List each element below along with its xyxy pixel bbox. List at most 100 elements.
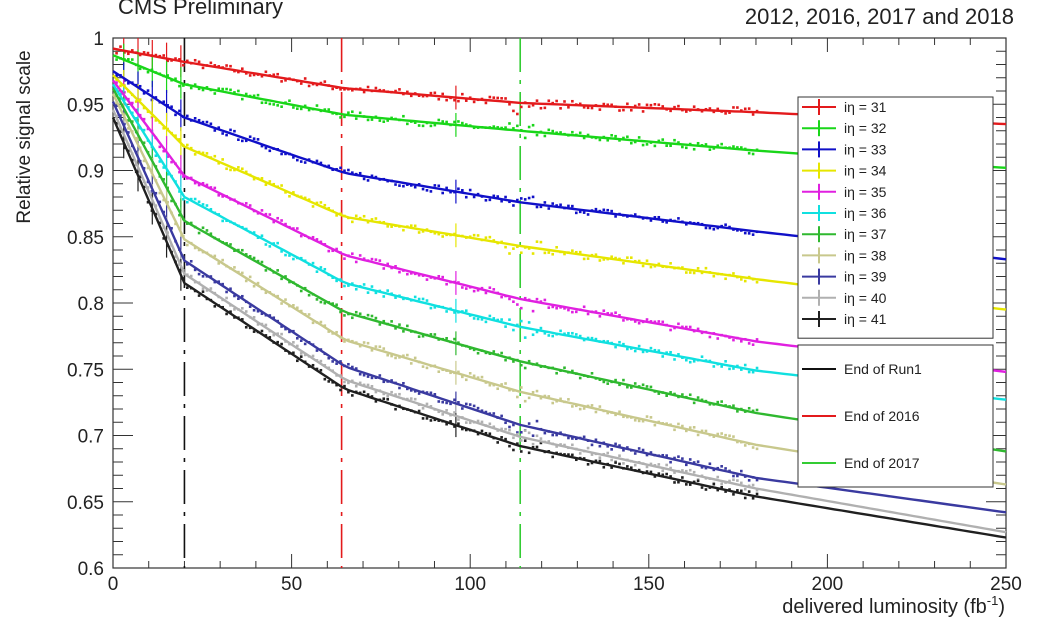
data-point [162, 149, 166, 153]
data-point [747, 342, 751, 345]
data-point [189, 259, 193, 263]
data-point [296, 227, 299, 230]
data-point [331, 360, 334, 363]
data-point [626, 465, 629, 468]
data-point [724, 490, 727, 493]
data-point [347, 168, 350, 172]
data-point [645, 415, 649, 418]
data-point [696, 327, 700, 331]
data-point [296, 344, 299, 348]
data-point [677, 322, 680, 326]
data-point [221, 132, 224, 135]
data-point [496, 318, 500, 322]
data-point [653, 216, 657, 219]
data-point [315, 238, 319, 241]
data-point [311, 261, 315, 265]
data-point [535, 205, 539, 209]
data-point [382, 392, 386, 396]
data-point [464, 309, 468, 312]
data-point [461, 375, 464, 379]
data-point [755, 492, 759, 496]
data-point [629, 108, 633, 112]
data-point [464, 421, 468, 424]
data-point [571, 405, 574, 408]
data-point [547, 306, 551, 309]
data-point [720, 365, 723, 368]
data-point [724, 223, 727, 227]
data-point [700, 271, 704, 275]
data-point [292, 257, 295, 261]
data-point [606, 340, 610, 343]
data-point [637, 321, 641, 325]
data-point [626, 446, 629, 449]
data-point [519, 439, 523, 442]
data-point [201, 290, 205, 293]
data-point [209, 122, 213, 126]
data-point [178, 170, 181, 174]
data-point [669, 460, 672, 464]
data-point [712, 435, 716, 438]
data-point [708, 226, 712, 230]
data-point [523, 136, 527, 140]
data-point [504, 195, 507, 199]
data-point [362, 390, 366, 394]
data-point [574, 458, 578, 462]
data-point [677, 353, 680, 356]
data-point [441, 275, 444, 279]
data-point [472, 195, 476, 199]
data-point [354, 367, 358, 370]
data-point [413, 356, 417, 360]
data-point [193, 116, 197, 120]
y-tick-label: 0.85 [67, 228, 104, 249]
data-point [331, 249, 334, 253]
data-point [284, 79, 287, 82]
data-point [354, 287, 358, 291]
data-point [284, 191, 287, 194]
data-point [720, 432, 723, 435]
data-point [347, 111, 350, 114]
data-point [315, 83, 319, 87]
legend-label: iη = 41 [844, 311, 887, 327]
data-point [284, 222, 287, 226]
data-point [673, 326, 676, 330]
data-point [354, 117, 358, 120]
data-point [519, 319, 523, 323]
data-point [598, 108, 602, 111]
y-tick-label: 0.75 [67, 360, 104, 381]
data-point [374, 316, 378, 320]
data-point [307, 108, 311, 112]
data-point [724, 467, 727, 470]
data-point [582, 105, 586, 109]
data-point [248, 135, 252, 139]
data-point [641, 448, 645, 452]
data-point [252, 308, 256, 312]
legend-line-label: End of 2017 [844, 455, 920, 471]
data-point [492, 125, 496, 128]
data-point [508, 122, 511, 125]
data-point [158, 200, 162, 204]
data-point [402, 354, 405, 358]
data-point [732, 367, 735, 370]
data-point [205, 86, 209, 89]
data-point [146, 70, 150, 74]
data-point [142, 159, 146, 163]
data-point [751, 113, 755, 116]
data-point [409, 94, 413, 98]
data-point [323, 267, 327, 271]
data-point [453, 425, 456, 428]
data-point [244, 310, 248, 313]
data-point [567, 106, 570, 109]
data-point [622, 415, 625, 419]
data-point [433, 231, 437, 235]
data-point [488, 95, 492, 99]
data-point [130, 120, 134, 123]
data-point [331, 302, 334, 305]
data-point [586, 257, 590, 260]
data-point [366, 383, 370, 387]
data-point [673, 471, 676, 474]
data-point [201, 203, 205, 206]
data-point [551, 202, 555, 205]
data-point [539, 106, 543, 110]
data-point [299, 256, 303, 260]
data-point [555, 433, 558, 437]
